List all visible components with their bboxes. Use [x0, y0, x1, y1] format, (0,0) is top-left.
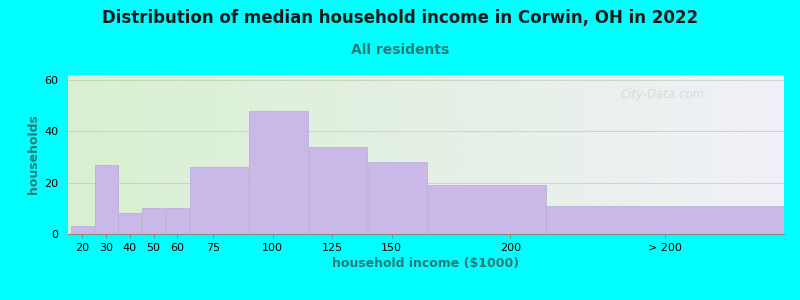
- Bar: [427, 185, 546, 234]
- Text: All residents: All residents: [351, 44, 449, 58]
- Bar: [309, 147, 367, 234]
- Text: Distribution of median household income in Corwin, OH in 2022: Distribution of median household income …: [102, 9, 698, 27]
- Bar: [546, 206, 784, 234]
- Bar: [368, 162, 427, 234]
- Bar: [118, 214, 142, 234]
- Bar: [70, 226, 94, 234]
- Bar: [142, 208, 165, 234]
- Bar: [166, 208, 189, 234]
- Bar: [249, 111, 308, 234]
- X-axis label: household income ($1000): household income ($1000): [333, 257, 519, 270]
- Bar: [94, 165, 118, 234]
- Text: City-Data.com: City-Data.com: [620, 88, 704, 100]
- Bar: [190, 167, 249, 234]
- Y-axis label: households: households: [27, 115, 40, 194]
